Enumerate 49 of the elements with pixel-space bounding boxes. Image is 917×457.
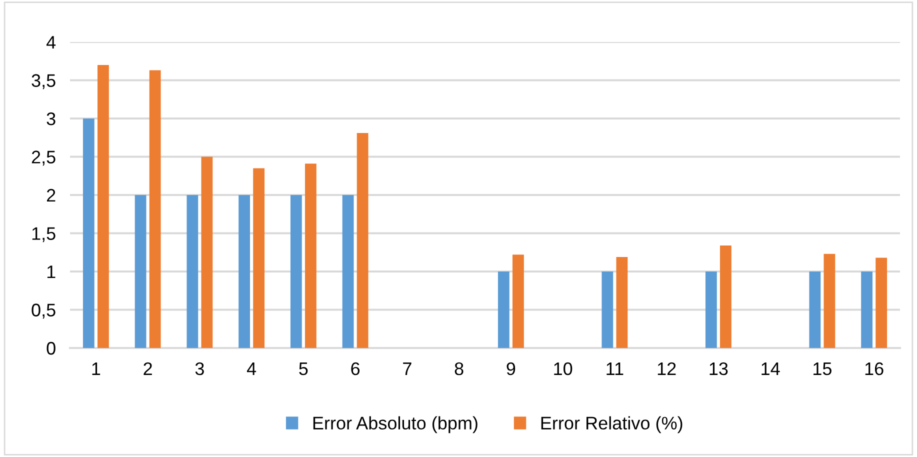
x-tick-label: 11 — [606, 362, 624, 375]
bar — [304, 164, 316, 348]
x-tick-label: 12 — [658, 362, 676, 375]
y-tick-label: 0 — [46, 342, 56, 355]
legend-label: Error Absoluto (bpm) — [313, 416, 478, 434]
y-tick-label: 2,5 — [32, 150, 56, 166]
x-tick-label: 9 — [506, 362, 516, 376]
x-tick-label: 8 — [454, 362, 464, 376]
x-tick-label: 3 — [195, 362, 204, 376]
y-tick-label: 1 — [47, 266, 56, 278]
bar — [149, 70, 161, 348]
x-tick-label: 7 — [403, 362, 412, 375]
bar — [238, 195, 250, 348]
bar — [861, 272, 873, 348]
bar — [134, 195, 146, 348]
x-tick-label: 15 — [814, 362, 832, 376]
y-tick-label: 3 — [46, 112, 56, 126]
bar — [809, 272, 821, 348]
x-tick-label: 13 — [710, 362, 728, 376]
y-tick-label: 0,5 — [32, 304, 56, 319]
x-tick-label: 14 — [762, 362, 780, 375]
y-tick-label: 4 — [46, 36, 56, 49]
y-tick-label: 1,5 — [32, 227, 56, 242]
bar — [290, 195, 302, 348]
bar — [720, 245, 732, 348]
bar — [342, 195, 354, 348]
x-tick-label: 5 — [299, 362, 308, 376]
bar — [876, 258, 888, 348]
x-tick-label: 16 — [865, 362, 884, 376]
bar — [705, 272, 717, 348]
y-tick-label: 3,5 — [32, 74, 56, 90]
bar — [602, 272, 614, 348]
bar — [512, 254, 524, 348]
bar — [186, 195, 198, 348]
bar — [498, 272, 510, 348]
bar — [201, 156, 213, 348]
x-tick-label: 1 — [92, 362, 100, 375]
bar — [82, 118, 94, 348]
bar — [97, 64, 109, 348]
bar — [616, 256, 628, 348]
legend-label: Error Relativo (%) — [541, 416, 682, 434]
x-tick-label: 2 — [144, 362, 152, 375]
bar — [356, 133, 368, 348]
bar — [253, 168, 265, 348]
x-tick-label: 4 — [246, 362, 256, 375]
bar — [824, 254, 836, 348]
x-tick-label: 6 — [351, 362, 360, 376]
x-tick-label: 10 — [554, 362, 572, 376]
y-tick-label: 2 — [46, 188, 56, 202]
